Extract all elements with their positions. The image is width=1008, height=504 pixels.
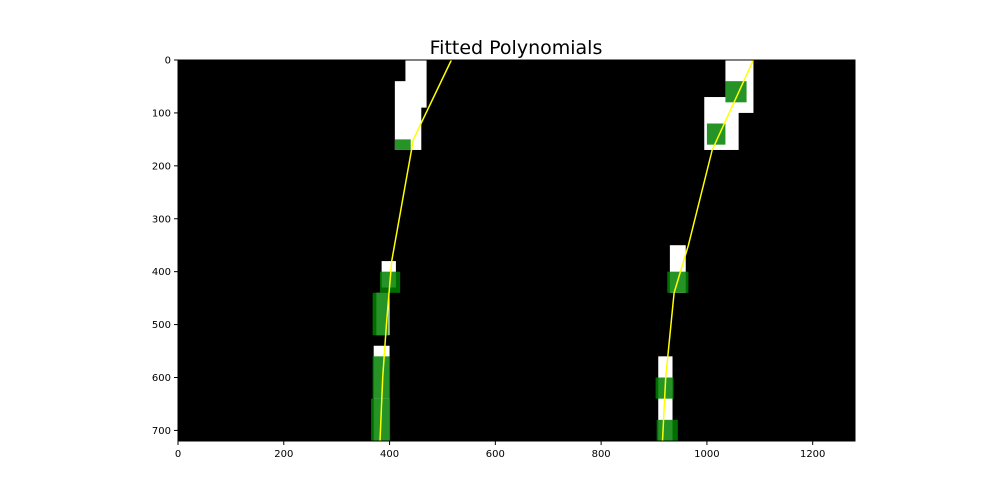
x-tick-label: 0 xyxy=(175,449,181,460)
y-tick-label: 600 xyxy=(152,373,171,384)
x-tick-label: 200 xyxy=(274,449,293,460)
search-window-left xyxy=(394,139,411,150)
y-tick-label: 400 xyxy=(152,267,171,278)
fitted-polynomials xyxy=(379,59,755,442)
y-tick-label: 700 xyxy=(152,426,171,437)
y-tick-label: 100 xyxy=(152,108,171,119)
y-tick-label: 300 xyxy=(152,214,171,225)
x-tick-label: 1200 xyxy=(800,449,825,460)
binary-image-background xyxy=(178,60,855,441)
search-window-right xyxy=(706,123,726,145)
y-tick-label: 200 xyxy=(152,161,171,172)
y-axis: 0 100 200 300 400 500 600 700 xyxy=(152,56,178,437)
plot-area xyxy=(177,59,856,442)
x-tick-label: 600 xyxy=(486,449,505,460)
search-window-left xyxy=(372,292,389,336)
x-axis: 0 200 400 600 800 1000 1200 xyxy=(175,441,825,460)
x-tick-label: 400 xyxy=(380,449,399,460)
y-tick-label: 500 xyxy=(152,320,171,331)
search-window-right xyxy=(656,419,678,441)
plot-frame xyxy=(177,59,856,442)
y-tick-label: 0 xyxy=(165,56,171,67)
x-tick-label: 1000 xyxy=(694,449,719,460)
x-tick-label: 800 xyxy=(592,449,611,460)
lane-pixel-blob xyxy=(405,60,427,108)
fit-curve-right xyxy=(661,59,755,442)
search-windows xyxy=(371,81,747,441)
fit-curve-left xyxy=(379,59,453,442)
search-window-left xyxy=(372,356,390,399)
chart-title: Fitted Polynomials xyxy=(430,37,603,59)
